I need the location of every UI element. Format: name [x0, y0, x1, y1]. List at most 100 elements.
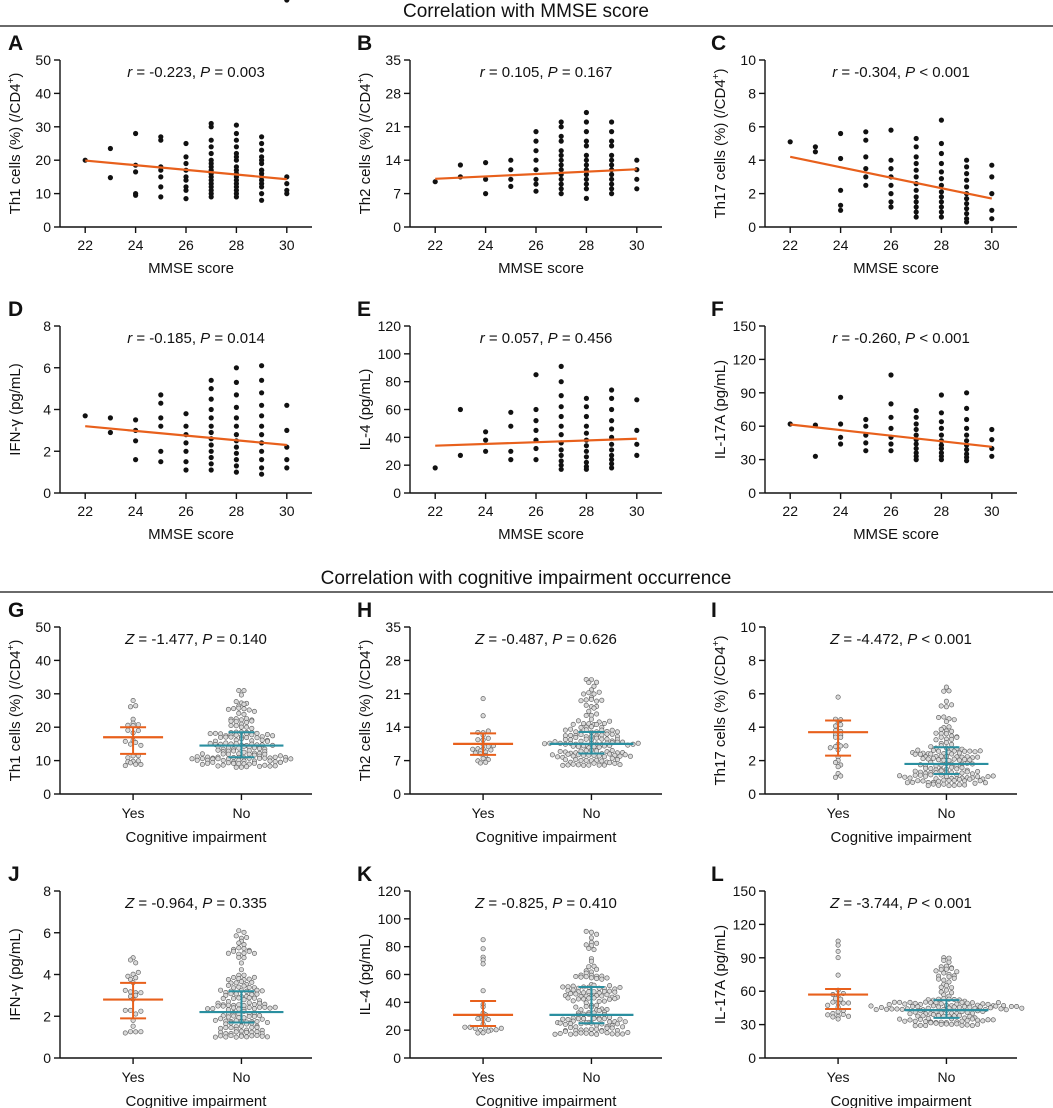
- data-point: [936, 976, 942, 982]
- data-point: [612, 996, 618, 1002]
- data-point: [827, 745, 833, 751]
- panel-i: I 0 2 4 6 8 10 Th17 cells (%) (/CD4+) Z = -4.472…: [711, 599, 1017, 846]
- panel-l-x-tick-label: No: [937, 1069, 955, 1085]
- data-point: [533, 148, 539, 154]
- data-point: [208, 396, 214, 402]
- data-point: [241, 1015, 247, 1021]
- panel-d-regression-line: [85, 425, 287, 447]
- data-point: [588, 1031, 594, 1037]
- data-point: [594, 748, 600, 754]
- data-point: [218, 1016, 224, 1022]
- data-point: [989, 191, 995, 197]
- data-point: [244, 719, 250, 725]
- data-point: [888, 372, 894, 378]
- panel-k-y-tick-label: 120: [378, 883, 402, 899]
- data-point: [267, 763, 273, 769]
- data-point: [462, 1024, 468, 1030]
- panel-c-regression-line: [789, 155, 993, 200]
- panel-a-y-tick-label: 0: [43, 219, 51, 235]
- data-point: [917, 772, 923, 778]
- data-point: [835, 955, 841, 961]
- panel-c-y-tick-label: 4: [748, 152, 756, 168]
- data-point: [601, 1016, 607, 1022]
- data-point: [594, 966, 600, 972]
- data-point: [236, 984, 242, 990]
- data-point: [594, 1026, 600, 1032]
- panel-a-x-tick-label: 30: [279, 237, 295, 253]
- data-point: [122, 763, 128, 769]
- data-point: [135, 728, 141, 734]
- data-point: [233, 415, 239, 421]
- data-point: [138, 1008, 144, 1014]
- data-point: [493, 1027, 499, 1033]
- data-point: [488, 747, 494, 753]
- data-point: [259, 432, 265, 438]
- data-point: [1019, 1005, 1025, 1011]
- data-point: [233, 379, 239, 385]
- data-point: [620, 1031, 626, 1037]
- panel-g-y-tick-label: 30: [35, 686, 51, 702]
- data-point: [82, 413, 88, 419]
- data-point: [964, 405, 970, 411]
- data-point: [578, 1007, 584, 1013]
- data-point: [915, 778, 921, 784]
- data-point: [838, 734, 844, 740]
- panel-b: B 0 7 14 21 28 35 Th2 cells (%) (/CD4+) r = 0.10…: [356, 32, 662, 277]
- panel-g-y-tick-label: 40: [35, 652, 51, 668]
- data-point: [627, 753, 633, 759]
- data-point: [223, 1034, 229, 1040]
- data-point: [583, 974, 589, 980]
- panel-j-x-tick-label: No: [232, 1069, 250, 1085]
- data-point: [913, 209, 919, 215]
- data-point: [228, 734, 234, 740]
- panel-c-letter: C: [711, 32, 726, 55]
- data-point: [583, 697, 589, 703]
- data-point: [888, 199, 894, 205]
- data-point: [432, 179, 438, 185]
- data-point: [964, 425, 970, 431]
- data-point: [964, 432, 970, 438]
- data-point: [888, 157, 894, 163]
- panel-b-regression-line: [435, 168, 637, 180]
- data-point: [228, 722, 234, 728]
- data-point: [249, 718, 255, 724]
- data-point: [483, 176, 489, 182]
- panel-k-y-tick-label: 20: [385, 1022, 401, 1038]
- data-point: [604, 1030, 610, 1036]
- panel-e-x-tick-label: 30: [629, 503, 645, 519]
- data-point: [133, 417, 139, 423]
- data-point: [254, 735, 260, 741]
- panel-b-y-tick-label: 0: [393, 219, 401, 235]
- data-point: [562, 1021, 568, 1027]
- data-point: [594, 976, 600, 982]
- data-point: [609, 162, 615, 168]
- panel-d-letter: D: [8, 298, 23, 321]
- data-point: [575, 718, 581, 724]
- panel-l-letter: L: [711, 863, 724, 886]
- panel-l-y-tick-label: 60: [740, 983, 756, 999]
- panel-h-y-tick-label: 28: [385, 652, 401, 668]
- data-point: [614, 1031, 620, 1037]
- data-point: [938, 204, 945, 210]
- panel-c-x-tick-label: 26: [883, 237, 899, 253]
- data-point: [913, 441, 919, 447]
- data-point: [565, 1016, 571, 1022]
- panel-f-y-tick-label: 120: [733, 351, 757, 367]
- data-point: [594, 721, 600, 727]
- data-point: [259, 377, 265, 383]
- data-point: [575, 1016, 581, 1022]
- data-point: [583, 942, 589, 948]
- data-point: [558, 452, 564, 458]
- panel-e-x-tick-label: 24: [478, 503, 494, 519]
- data-point: [635, 740, 641, 746]
- data-point: [128, 989, 134, 995]
- data-point: [617, 1016, 623, 1022]
- panel-a: A 0 10 20 30 40 50 Th1 cells (%) (/CD4+) r = -0.…: [6, 0, 312, 277]
- data-point: [989, 216, 995, 222]
- data-point: [158, 415, 164, 421]
- data-point: [609, 418, 615, 424]
- data-point: [933, 737, 939, 743]
- panel-c-x-tick-label: 22: [782, 237, 798, 253]
- data-point: [133, 438, 139, 444]
- panel-k-y-tick-label: 100: [378, 911, 402, 927]
